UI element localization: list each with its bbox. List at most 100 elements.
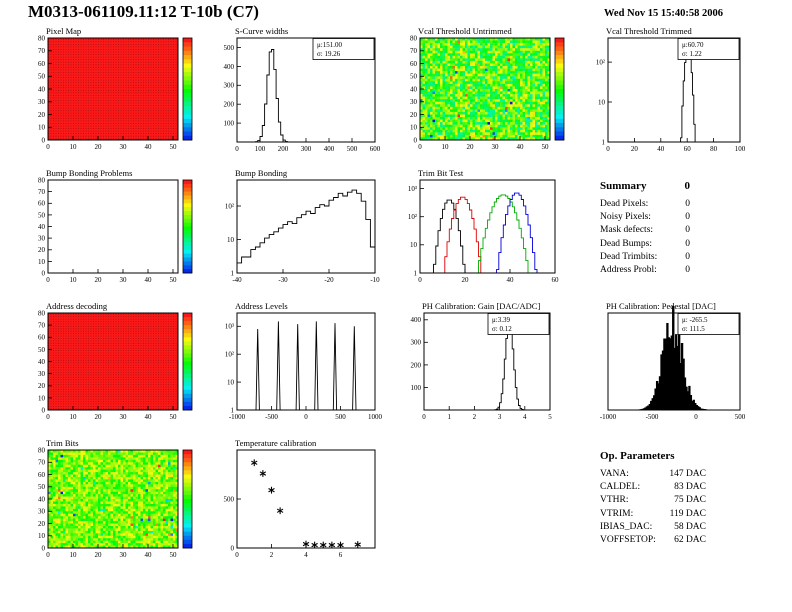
spike <box>332 323 338 411</box>
ph-calibration-gain-chart: 0 1 2 3 4 5 100 200 300 400 μ:3.39σ: 0.12 <box>411 312 552 421</box>
param-label: CALDEL: <box>600 482 641 493</box>
tick-label: 0 <box>418 276 422 284</box>
tick-label: 30 <box>38 508 46 516</box>
scatter-marker <box>354 541 361 548</box>
panel-address-levels: Address Levels -1000 -500 0 500 1000 1 10 10² 10… <box>213 299 405 424</box>
tick-label: 40 <box>507 276 515 284</box>
tick-label: 70 <box>38 188 46 196</box>
tick-label: μ:60.70 <box>682 41 704 49</box>
tick-label: 40 <box>38 495 46 503</box>
vcal-threshold-untrimmed-chart: 0 10 20 30 40 50 0 10 20 30 40 50 60 70 80 <box>410 34 565 151</box>
panel-temperature-calibration: Temperature calibration 0 2 4 6 0 500 <box>213 436 405 562</box>
plot-area: 0 10 20 30 40 50 0 10 20 30 40 50 60 70 80 <box>38 176 193 284</box>
panel-s-curve-widths: S-Curve widths 0 100 200 300 400 500 600 100 200… <box>213 24 405 156</box>
tick-label: 60 <box>410 60 418 68</box>
address-decoding-chart: 0 10 20 30 40 50 0 10 20 30 40 50 60 70 80 <box>38 309 193 421</box>
param-label: VTRIM: <box>600 508 634 519</box>
plot-area: 0 10 20 30 40 50 0 10 20 30 40 50 60 70 80 <box>38 446 193 559</box>
tick-label: 30 <box>492 143 500 151</box>
tick-label: 50 <box>38 483 46 491</box>
histogram-path <box>237 49 375 143</box>
tick-label: 60 <box>552 276 560 284</box>
tick-label: 300 <box>411 339 422 347</box>
tick-label: 10³ <box>408 185 417 193</box>
tick-label: 30 <box>120 551 128 559</box>
tick-label: 50 <box>542 143 550 151</box>
tick-label: 50 <box>38 211 46 219</box>
tick-label: 500 <box>224 495 235 503</box>
tick-label: 50 <box>38 346 46 354</box>
tick-label: 10 <box>38 532 46 540</box>
plot-area: 0 2 4 6 0 500 <box>224 449 376 559</box>
tick-label: 50 <box>170 551 178 559</box>
param-row: VTRIM: 119 DAC <box>600 508 706 521</box>
tick-label: 100 <box>735 145 746 153</box>
summary-rows: Dead Pixels: 0 Noisy Pixels: 0 Mask defects:… <box>600 198 690 277</box>
tick-label: 20 <box>95 276 103 284</box>
panel-title: Address Levels <box>235 301 288 311</box>
panel-title: Pixel Map <box>46 26 82 36</box>
tick-label: 0 <box>42 544 46 552</box>
param-value: 119 DAC <box>669 508 706 519</box>
tick-label: 70 <box>410 47 418 55</box>
tick-label: 500 <box>347 145 358 153</box>
panel-title: Vcal Threshold Untrimmed <box>418 26 512 36</box>
panel-title: Trim Bits <box>46 438 79 448</box>
op-parameters-rows: VANA: 147 DAC CALDEL: 83 DAC VTHR: 75 DAC VTRI… <box>600 468 706 547</box>
panel-title: Trim Bit Test <box>418 168 464 178</box>
tick-label: 20 <box>38 520 46 528</box>
param-row: VANA: 147 DAC <box>600 468 706 481</box>
param-label: Address Probl: <box>600 265 657 276</box>
tick-label: 1 <box>414 269 418 277</box>
tick-label: 2 <box>473 413 477 421</box>
tick-label: 200 <box>411 361 422 369</box>
param-label: Mask defects: <box>600 225 654 236</box>
tick-label: 200 <box>278 145 289 153</box>
panel-title: Bump Bonding <box>235 168 288 178</box>
param-label: VOFFSETOP: <box>600 535 656 546</box>
tick-label: 0 <box>414 136 418 144</box>
tick-label: 500 <box>335 413 346 421</box>
tick-label: 10² <box>596 59 605 67</box>
param-label: Dead Bumps: <box>600 238 652 249</box>
tick-label: 0 <box>418 143 422 151</box>
colorbar <box>182 449 193 549</box>
param-value: 58 DAC <box>674 521 706 532</box>
tick-label: 50 <box>410 73 418 81</box>
tick-label: 0 <box>46 143 50 151</box>
tick-label: 0 <box>606 145 610 153</box>
temperature-calibration-chart: 0 2 4 6 0 500 <box>224 449 376 559</box>
tick-label: μ:3.39 <box>492 316 510 324</box>
tick-label: σ: 19.26 <box>317 50 341 58</box>
tick-label: 10² <box>408 213 417 221</box>
tick-label: 30 <box>120 276 128 284</box>
param-label: Dead Trimbits: <box>600 251 658 262</box>
param-row: IBIAS_DAC: 58 DAC <box>600 521 706 534</box>
tick-label: 10² <box>225 351 234 359</box>
tick-label: -500 <box>646 413 659 421</box>
tick-label: 30 <box>120 143 128 151</box>
tick-label: 0 <box>46 276 50 284</box>
plot-frame <box>423 312 551 411</box>
plot-area: -1000 -500 0 500 1000 1 10 10² 10³ <box>225 312 383 421</box>
tick-label: 80 <box>38 446 46 454</box>
tick-label: 60 <box>38 334 46 342</box>
tick-label: 1 <box>231 406 235 414</box>
stats-box: μ:60.70σ: 1.22 <box>677 38 740 60</box>
param-value: 147 DAC <box>669 469 706 479</box>
colorbar <box>182 312 193 411</box>
tick-label: 5 <box>548 413 552 421</box>
tick-label: 10 <box>227 236 235 244</box>
tick-label: 40 <box>145 143 153 151</box>
tick-label: σ: 1.22 <box>682 50 702 58</box>
tick-label: 80 <box>38 309 46 317</box>
bump-bonding-chart: -40 -30 -20 -10 1 10 10² <box>225 179 380 284</box>
spike <box>255 328 260 411</box>
tick-label: 0 <box>231 544 235 552</box>
bump-bonding-problems-chart: 0 10 20 30 40 50 0 10 20 30 40 50 60 70 80 <box>38 176 193 284</box>
tick-label: 40 <box>38 85 46 93</box>
trim-bit-test-chart: 0 20 40 60 1 10 10² 10³ <box>408 179 560 284</box>
tick-label: 300 <box>301 145 312 153</box>
tick-label: 0 <box>235 145 239 153</box>
panel-vcal-threshold-trimmed: Vcal Threshold Trimmed 0 20 40 60 80 100 1 10 10… <box>584 24 770 156</box>
